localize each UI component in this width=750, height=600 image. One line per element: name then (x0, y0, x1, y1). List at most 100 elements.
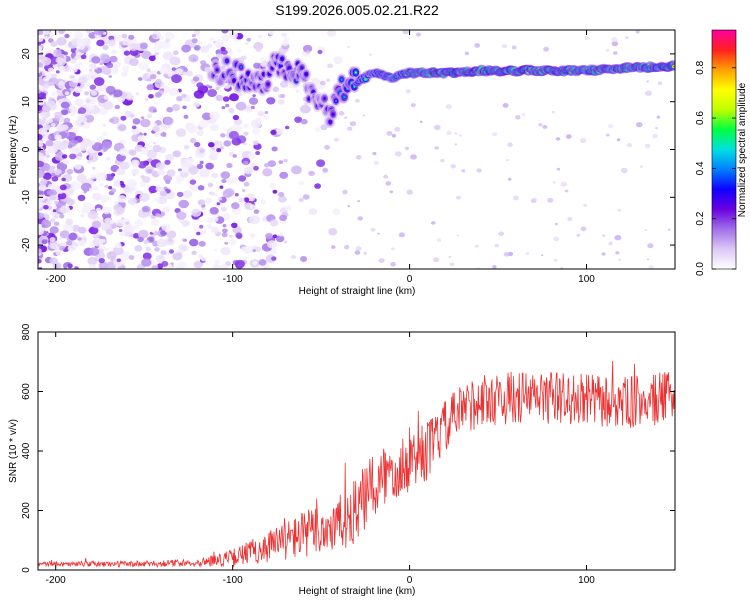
spectrogram-cell (450, 164, 457, 169)
spectrogram-cell (194, 30, 201, 36)
spectrogram-cell (117, 195, 127, 203)
spectrogram-cell (120, 260, 126, 265)
spectrogram-cell (172, 252, 183, 261)
spectrogram-cell (220, 248, 227, 253)
spectrogram-cell (220, 206, 227, 212)
spectrogram-cell (196, 163, 204, 170)
spectrogram-cell (102, 206, 112, 215)
spectrogram-cell (317, 49, 323, 55)
spectrogram-cell (205, 197, 213, 204)
spectrogram-cell (454, 143, 458, 146)
spectrogram-cell (182, 71, 188, 76)
spectrogram-cell (225, 261, 232, 267)
spectrogram-cell (100, 222, 112, 231)
spectrogram-cell (54, 221, 60, 226)
spectrogram-y-ticks: -20 -10 0 10 20 (21, 48, 675, 252)
spectrogram-cell (405, 89, 411, 94)
spectrogram-cell (298, 197, 304, 203)
spectrogram-cell (221, 178, 227, 184)
spectrogram-cell (160, 250, 167, 255)
spectrogram-cell (109, 220, 115, 225)
colorbar-tick-label: 0.4 (695, 161, 706, 175)
spectrogram-cell (159, 66, 169, 75)
spectrogram-cell (164, 159, 171, 165)
spectrogram-cell (41, 30, 50, 35)
chart-title: S199.2026.005.02.21.R22 (275, 2, 439, 18)
spectrogram-cell (258, 259, 267, 266)
spectrogram-cell (279, 171, 289, 179)
spectrogram-cell (241, 246, 247, 252)
spectrogram-cell (56, 37, 67, 46)
spectrogram-cell (113, 89, 123, 98)
spectrogram-cell (554, 222, 558, 226)
spectrogram-cell (314, 126, 322, 132)
spectrogram-cell (249, 204, 257, 210)
spectrogram-cell (115, 219, 125, 227)
y-tick-label: 600 (21, 383, 32, 400)
spectrogram-cell (41, 137, 47, 142)
spectrogram-cell (344, 116, 348, 119)
spectrogram-cell (77, 194, 86, 202)
spectrogram-cell (235, 101, 247, 111)
spectrogram-cell (128, 34, 135, 40)
spectrogram-cell (278, 232, 284, 237)
spectrogram-cell (115, 179, 121, 184)
spectrogram-cell (267, 160, 276, 168)
spectrogram-cell (43, 76, 50, 82)
spectrogram-cell (149, 74, 157, 80)
spectrogram-cell (161, 260, 169, 267)
spectrogram-cell (144, 244, 148, 248)
spectrogram-cell (80, 182, 92, 192)
colorbar-ticks: 0.0 0.2 0.4 0.6 0.8 (695, 60, 736, 276)
spectrogram-cell (168, 249, 175, 254)
spectrogram-cell (391, 247, 395, 251)
spectrogram-cell (105, 85, 116, 95)
spectrogram-cell (255, 151, 261, 155)
spectrogram-cell (85, 98, 91, 104)
spectrogram-cell (67, 144, 73, 149)
spectrogram-cell (338, 111, 345, 116)
spectrogram-cell (172, 150, 181, 158)
spectrogram-cell (42, 172, 52, 180)
spectrogram-cell (102, 44, 109, 51)
spectrogram-cell (129, 225, 136, 231)
spectrogram-cell (77, 239, 86, 247)
spectrogram-cell (278, 192, 285, 197)
spectrogram-cell (322, 167, 329, 173)
spectrogram-cell (108, 118, 115, 123)
spectrogram-cell (270, 129, 277, 135)
spectrogram-cell (190, 176, 194, 180)
spectrogram-cell (118, 124, 127, 132)
spectrogram-track-cell (343, 95, 346, 99)
spectrogram-cell (194, 141, 201, 148)
spectrogram-cell (275, 235, 285, 243)
spectrogram-cell (47, 184, 54, 189)
spectrogram-cell (46, 100, 56, 107)
spectrogram-cell (616, 138, 621, 142)
spectrogram-cell (183, 145, 190, 150)
spectrogram-cell (378, 258, 385, 263)
spectrogram-cell (200, 60, 207, 65)
spectrogram-cell (225, 103, 230, 108)
spectrogram-cell (106, 156, 111, 161)
snr-y-ticks: 0 200 400 600 800 (21, 323, 675, 573)
spectrogram-cell (38, 258, 42, 264)
spectrogram-cell (541, 254, 544, 257)
spectrogram-cell (252, 260, 258, 266)
spectrogram-cell (191, 34, 196, 38)
spectrogram-cell (668, 228, 671, 231)
spectrogram-cell (59, 184, 67, 191)
y-tick-label: -20 (21, 237, 32, 252)
spectrogram-cell (134, 245, 143, 252)
spectrogram-cell (178, 168, 182, 172)
spectrogram-cell (88, 226, 99, 235)
spectrogram-cell (211, 147, 216, 151)
spectrogram-cell (38, 104, 43, 112)
spectrogram-cell (220, 133, 226, 138)
spectrogram-cell (237, 92, 243, 97)
spectrogram-cell (100, 194, 110, 203)
spectrogram-cell (243, 123, 249, 129)
spectrogram-cell (156, 78, 162, 84)
spectrogram-cell (272, 234, 278, 239)
spectrogram-cell (448, 255, 452, 258)
